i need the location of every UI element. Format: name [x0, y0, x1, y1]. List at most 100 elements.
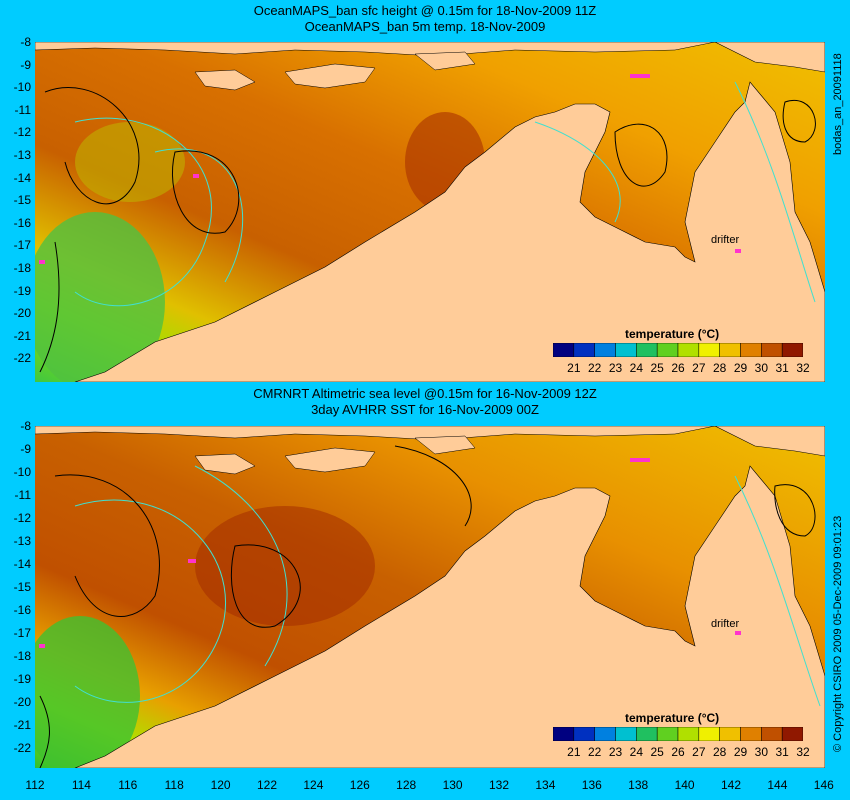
- bottom-y-tick-label: -9: [20, 442, 31, 456]
- top-map-subtitle: OceanMAPS_ban 5m temp. 18-Nov-2009: [304, 19, 546, 34]
- top-warm-patch: [75, 122, 185, 202]
- bottom-colorbar-tick-label: 32: [796, 745, 810, 759]
- top-y-tick-label: -11: [14, 102, 31, 117]
- top-indonesia-coast: [35, 42, 716, 57]
- bottom-map-title: CMRNRT Altimetric sea level @0.15m for 1…: [253, 386, 597, 401]
- x-tick-label: 146: [813, 778, 834, 792]
- top-colorbar-tick-label: 30: [754, 361, 768, 375]
- bottom-side-label: © Copyright CSIRO 2009 05-Dec-2009 09:01…: [832, 515, 844, 752]
- x-tick-label: 130: [442, 778, 463, 792]
- bottom-y-tick-label: -8: [20, 419, 31, 433]
- x-tick-label: 114: [71, 778, 91, 792]
- top-colorbar-swatch: [553, 343, 575, 357]
- bottom-y-tick-label: -12: [13, 511, 31, 525]
- bottom-y-tick-label: -10: [13, 465, 31, 479]
- top-y-tick-label: -19: [13, 283, 31, 298]
- top-y-tick-label: -16: [13, 215, 31, 230]
- top-colorbar-swatch: [573, 343, 595, 357]
- bottom-sumba-island: [194, 453, 256, 475]
- bottom-colorbar-tick-label: 31: [775, 745, 789, 759]
- x-tick-label: 128: [396, 778, 417, 792]
- x-tick-label: 124: [303, 778, 324, 792]
- bottom-australia-landmass: [74, 465, 825, 768]
- top-y-tick-label: -10: [13, 80, 31, 95]
- bottom-colorbar-swatch: [594, 727, 616, 741]
- x-tick-label: 132: [488, 778, 510, 792]
- top-colorbar-swatch: [740, 343, 762, 357]
- bottom-colorbar-tick-label: 29: [733, 745, 748, 759]
- bottom-y-tick-label: -18: [13, 649, 31, 663]
- bottom-colorbar-tick-label: 22: [587, 745, 602, 759]
- top-colorbar-tick-label: 23: [608, 361, 623, 375]
- bottom-colorbar-swatch: [719, 727, 741, 741]
- bottom-y-tick-label: -16: [13, 603, 31, 617]
- bottom-hot-patch: [195, 506, 375, 626]
- top-y-tick-label: -15: [13, 193, 31, 208]
- bottom-indonesia-coast: [35, 426, 716, 441]
- x-tick-label: 142: [720, 778, 742, 792]
- bottom-drifter-markers: [39, 458, 741, 648]
- bottom-colorbar-swatch: [656, 727, 679, 741]
- bottom-y-tick-label: -14: [13, 557, 31, 571]
- top-y-tick-label: -17: [13, 238, 31, 253]
- top-sfc-contours: [39, 87, 816, 373]
- top-y-tick-label: -14: [13, 170, 31, 185]
- top-colorbar-swatch: [719, 343, 741, 357]
- bottom-colorbar-tick-label: 24: [629, 745, 643, 759]
- top-y-tick-label: -13: [13, 148, 31, 162]
- x-tick-label: 140: [674, 778, 695, 792]
- x-tick-label: 144: [767, 778, 788, 792]
- top-colorbar-tick-label: 22: [587, 361, 602, 375]
- top-colorbar-swatch: [677, 343, 700, 357]
- bottom-y-tick-label: -19: [13, 672, 31, 686]
- top-colorbar-swatch: [698, 343, 720, 357]
- bottom-y-tick-label: -21: [13, 718, 31, 732]
- top-y-tick-label: -22: [13, 351, 31, 366]
- bottom-colorbar-tick-label: 21: [567, 745, 581, 759]
- top-y-tick-label: -9: [20, 57, 31, 72]
- top-sumba-island: [194, 69, 256, 91]
- bottom-colorbar-swatch: [740, 727, 762, 741]
- bottom-drifter-label: drifter: [711, 618, 740, 630]
- bottom-colorbar-tick-label: 30: [754, 745, 768, 759]
- top-y-tick-label: -18: [13, 261, 31, 275]
- bottom-sfc-contours: [39, 445, 816, 768]
- top-colorbar-tick-label: 21: [567, 361, 581, 375]
- top-australia-landmass: [74, 81, 825, 382]
- bottom-colorbar-tick-label: 26: [671, 745, 685, 759]
- top-y-tick-label: -8: [20, 35, 31, 49]
- top-map-title: OceanMAPS_ban sfc height @ 0.15m for 18-…: [253, 3, 597, 18]
- bottom-y-tick-label: -13: [13, 534, 31, 548]
- bottom-map-canvas: [35, 426, 825, 768]
- top-timor-island: [284, 63, 376, 89]
- bottom-colorbar-tick-label: 25: [650, 745, 664, 759]
- top-colorbar-tick-label: 26: [671, 361, 685, 375]
- bottom-island-east: [414, 435, 476, 455]
- bottom-colorbar-swatch: [781, 727, 803, 741]
- bottom-colorbar: [553, 727, 803, 741]
- top-colorbar: [553, 343, 803, 357]
- top-drifter-markers: [39, 74, 741, 264]
- top-island-east: [414, 51, 476, 71]
- top-colorbar-tick-label: 31: [775, 361, 789, 375]
- bottom-timor-island: [284, 447, 376, 473]
- top-drifter-label: drifter: [711, 234, 740, 246]
- x-tick-label: 126: [349, 778, 370, 792]
- bottom-sla-contours: [74, 465, 821, 707]
- top-colorbar-swatch: [761, 343, 783, 357]
- top-sla-contours: [74, 81, 816, 307]
- top-colorbar-swatch: [636, 343, 658, 357]
- bottom-colorbar-swatch: [573, 727, 595, 741]
- bottom-colorbar-tick-label: 23: [608, 745, 623, 759]
- top-y-tick-label: -12: [13, 125, 31, 140]
- top-colorbar-tick-label: 24: [629, 361, 643, 375]
- top-map-panel: temperature (°C) drifter 21 22 23 24 25 26 27 2…: [35, 42, 825, 382]
- bottom-colorbar-swatch: [761, 727, 783, 741]
- bottom-y-tick-label: -15: [13, 580, 31, 594]
- bottom-y-tick-label: -11: [14, 488, 31, 502]
- bottom-y-tick-label: -17: [13, 626, 31, 640]
- top-colorbar-title: temperature (°C): [625, 327, 720, 341]
- top-colorbar-swatch: [656, 343, 679, 357]
- x-tick-label: 120: [210, 778, 231, 792]
- top-colorbar-swatch: [594, 343, 616, 357]
